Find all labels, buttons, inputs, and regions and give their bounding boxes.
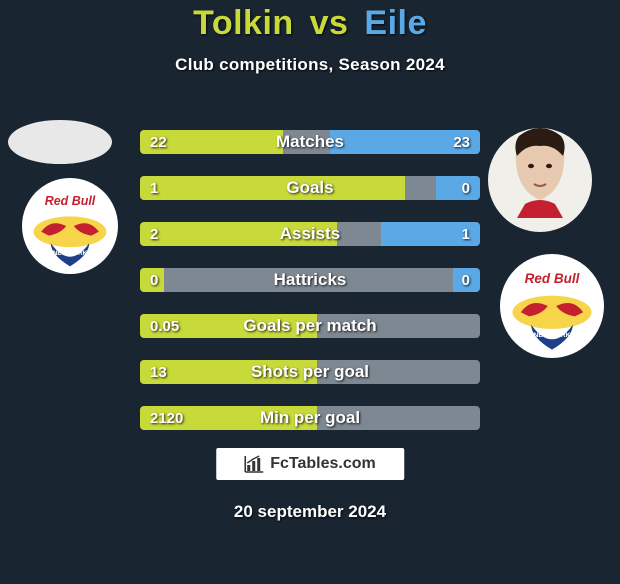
stat-row: 0.05Goals per match bbox=[140, 314, 480, 338]
stat-label: Goals per match bbox=[140, 316, 480, 336]
stat-row: 21Assists bbox=[140, 222, 480, 246]
stat-row: 13Shots per goal bbox=[140, 360, 480, 384]
stat-label: Matches bbox=[140, 132, 480, 152]
subtitle: Club competitions, Season 2024 bbox=[0, 55, 620, 75]
svg-text:Red Bull: Red Bull bbox=[45, 194, 96, 208]
title-vs: vs bbox=[310, 4, 349, 42]
chart-icon bbox=[244, 455, 264, 473]
club-badge-player1: Red Bull NEW YORK bbox=[22, 178, 118, 274]
fctables-badge: FcTables.com bbox=[216, 448, 404, 480]
stat-label: Goals bbox=[140, 178, 480, 198]
footer-date: 20 september 2024 bbox=[0, 502, 620, 522]
redbull-badge-icon: Red Bull NEW YORK bbox=[22, 178, 118, 274]
stats-container: 2223Matches 10Goals 21Assists 00Hattricks 0.… bbox=[140, 130, 480, 452]
avatar-player2 bbox=[488, 128, 592, 232]
face-icon bbox=[501, 128, 579, 218]
fctables-label: FcTables.com bbox=[270, 455, 376, 473]
stat-label: Assists bbox=[140, 224, 480, 244]
stat-row: 2223Matches bbox=[140, 130, 480, 154]
redbull-badge-icon: Red Bull NEW YORK bbox=[500, 254, 604, 358]
title-player2: Eile bbox=[364, 4, 426, 42]
club-badge-player2: Red Bull NEW YORK bbox=[500, 254, 604, 358]
avatar-player1 bbox=[8, 120, 112, 164]
svg-text:NEW YORK: NEW YORK bbox=[53, 250, 88, 257]
stat-label: Min per goal bbox=[140, 408, 480, 428]
stat-row: 10Goals bbox=[140, 176, 480, 200]
stat-label: Hattricks bbox=[140, 270, 480, 290]
page-title: Tolkin vs Eile bbox=[0, 4, 620, 43]
title-player1: Tolkin bbox=[193, 4, 294, 42]
stat-label: Shots per goal bbox=[140, 362, 480, 382]
stat-row: 2120Min per goal bbox=[140, 406, 480, 430]
svg-text:Red Bull: Red Bull bbox=[525, 271, 580, 286]
stat-row: 00Hattricks bbox=[140, 268, 480, 292]
svg-text:NEW YORK: NEW YORK bbox=[533, 332, 570, 339]
